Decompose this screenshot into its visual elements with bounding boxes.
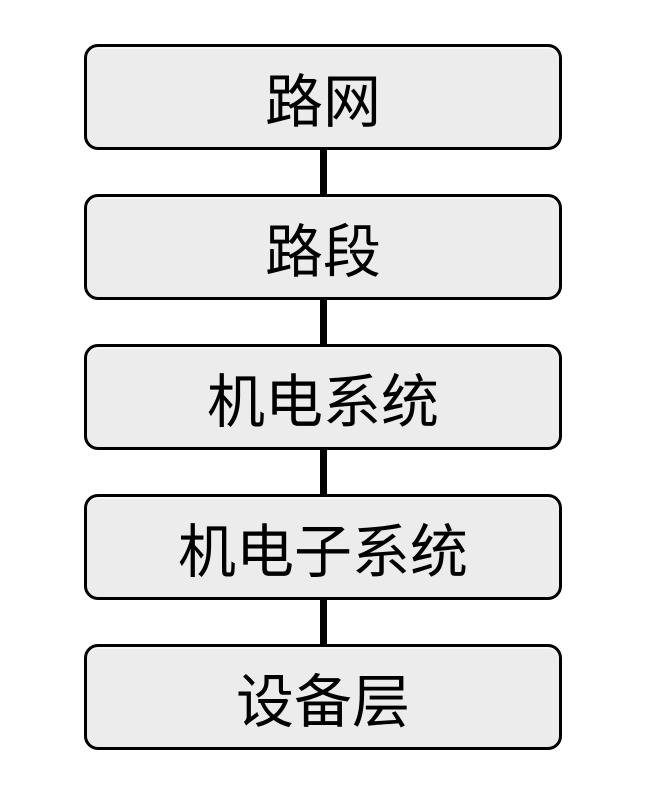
flowchart-node-label: 设备层 <box>236 655 410 739</box>
flowchart-node-2: 机电系统 <box>84 344 562 450</box>
flowchart-node-label: 路网 <box>265 55 381 139</box>
flowchart-node-0: 路网 <box>84 44 562 150</box>
flowchart-node-4: 设备层 <box>84 644 562 750</box>
flowchart-connector-2 <box>320 450 327 494</box>
flowchart-connector-3 <box>320 600 327 644</box>
flowchart-connector-1 <box>320 300 327 344</box>
flowchart-container: 路网路段机电系统机电子系统设备层 <box>84 44 562 750</box>
flowchart-node-3: 机电子系统 <box>84 494 562 600</box>
flowchart-node-label: 机电子系统 <box>178 505 468 589</box>
flowchart-node-label: 机电系统 <box>207 355 439 439</box>
flowchart-connector-0 <box>320 150 327 194</box>
flowchart-node-label: 路段 <box>265 205 381 289</box>
flowchart-node-1: 路段 <box>84 194 562 300</box>
